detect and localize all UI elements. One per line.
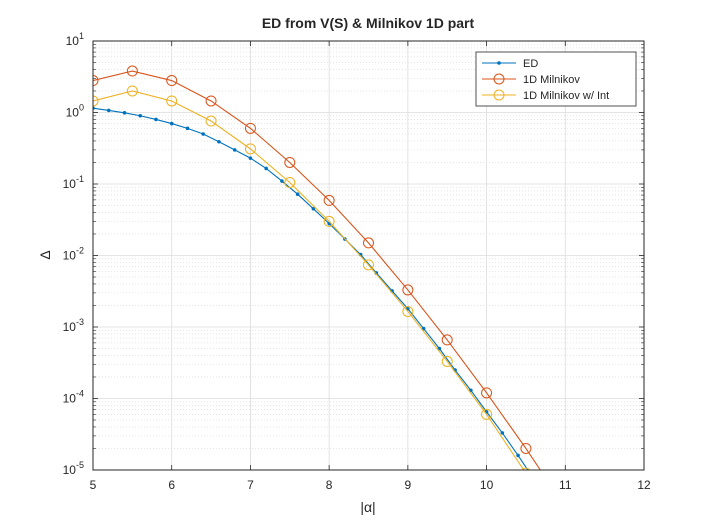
series-marker — [516, 453, 520, 458]
legend-label: ED — [523, 58, 538, 70]
series-marker — [323, 194, 335, 206]
series-marker — [402, 305, 414, 317]
y-tick-label: 10-5 — [63, 460, 84, 477]
series-marker — [93, 75, 99, 87]
series-marker — [284, 156, 296, 168]
series-marker — [284, 176, 296, 188]
y-tick-label: 101 — [66, 31, 84, 48]
legend-marker — [493, 89, 505, 101]
series-marker — [217, 139, 221, 144]
series-marker — [363, 259, 374, 271]
series-layer — [93, 65, 541, 470]
series-marker — [185, 126, 190, 131]
legend: ED 1D Milnikov 1D Milnikov w/ Int — [475, 51, 637, 107]
series-marker — [244, 143, 256, 155]
y-tick-labels: 101 100 10-1 10-2 10-3 10-4 10-5 — [63, 31, 84, 477]
series-marker — [521, 467, 531, 470]
x-tick-label: 5 — [90, 478, 97, 492]
series-marker — [126, 65, 138, 77]
x-axis-label: |α| — [360, 499, 375, 515]
series-marker — [441, 334, 453, 346]
y-axis-label: Δ — [37, 250, 53, 259]
series-marker — [264, 166, 268, 171]
series-marker — [280, 179, 284, 183]
series-marker — [520, 442, 532, 454]
series-2 — [93, 85, 531, 470]
series-marker — [441, 355, 453, 367]
legend-marker — [493, 73, 505, 85]
minor-grid — [93, 43, 644, 449]
series-marker — [201, 132, 205, 136]
series-marker — [323, 215, 335, 227]
x-tick-label: 8 — [326, 478, 333, 492]
series-marker — [248, 156, 253, 160]
series-0 — [93, 106, 529, 470]
series-marker — [122, 111, 127, 115]
y-tick-label: 10-1 — [63, 174, 84, 191]
series-marker — [154, 117, 158, 122]
x-tick-label: 10 — [480, 478, 494, 492]
series-marker — [244, 122, 256, 134]
series-marker — [481, 408, 493, 420]
legend-label: 1D Milnikov w/ Int — [523, 90, 609, 102]
series-marker — [166, 95, 178, 107]
legend-label: 1D Milnikov — [523, 74, 580, 86]
chart-title: ED from V(S) & Milnikov 1D part — [262, 15, 475, 31]
x-tick-label: 11 — [559, 478, 572, 492]
series-marker — [205, 115, 217, 127]
legend-marker — [497, 61, 501, 65]
series-marker — [205, 95, 217, 107]
y-tick-label: 10-4 — [63, 389, 84, 406]
series-marker — [126, 85, 138, 97]
x-tick-label: 6 — [168, 478, 175, 492]
series-marker — [166, 75, 178, 87]
series-line — [93, 70, 541, 470]
x-tick-label: 7 — [247, 478, 254, 492]
series-marker — [106, 108, 111, 113]
series-marker — [363, 237, 374, 249]
y-tick-label: 10-2 — [63, 246, 84, 263]
series-marker — [138, 113, 143, 118]
axis-ticks — [92, 40, 645, 471]
series-1 — [93, 65, 541, 470]
series-marker — [169, 121, 174, 126]
x-tick-label: 9 — [405, 478, 412, 492]
series-marker — [500, 431, 505, 435]
series-marker — [481, 387, 493, 399]
series-marker — [402, 284, 414, 296]
series-line — [93, 90, 525, 470]
series-marker — [232, 148, 237, 152]
series-marker — [311, 206, 316, 211]
y-tick-label: 10-3 — [63, 317, 84, 334]
x-tick-label: 12 — [637, 478, 651, 492]
series-marker — [295, 192, 300, 197]
series-marker — [93, 95, 99, 107]
x-tick-labels: 5 6 7 8 9 10 11 12 — [90, 478, 651, 492]
y-tick-label: 100 — [66, 103, 84, 120]
